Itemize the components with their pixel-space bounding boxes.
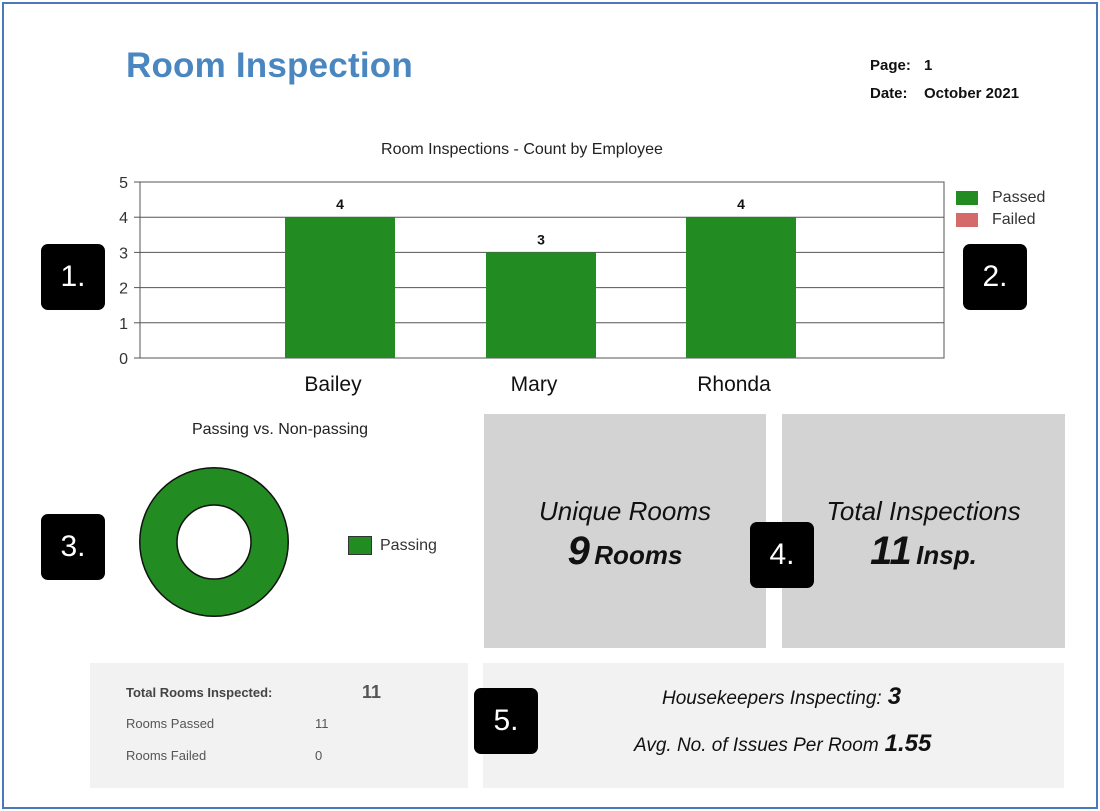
callout-badge-3: 3.: [41, 514, 105, 580]
unique-rooms-label: Unique Rooms: [539, 496, 711, 526]
housekeepers-value: 3: [887, 683, 902, 710]
report-date: October 2021: [924, 85, 1020, 102]
housekeeping-summary-panel: Housekeepers Inspecting: 3 Avg. No. of Is…: [483, 663, 1064, 788]
callout-badge-2: 2.: [963, 244, 1027, 310]
rooms-failed-value: 0: [315, 748, 323, 763]
unique-rooms-unit: Rooms: [594, 540, 683, 570]
unique-rooms-value: 9 Rooms: [484, 529, 766, 574]
page-meta: Page: 1 Date: October 2021: [870, 52, 1019, 108]
callout-badge-5: 5.: [474, 688, 538, 754]
legend-label-passed: Passed: [992, 189, 1046, 206]
legend-label-failed: Failed: [992, 211, 1036, 228]
total-inspections-number: 11: [870, 529, 912, 573]
callout-badge-1: 1.: [41, 244, 105, 310]
legend-item-failed: Failed: [956, 209, 1045, 231]
rooms-passed-label: Rooms Passed: [126, 716, 215, 731]
total-rooms-value: 11: [362, 682, 382, 702]
total-rooms-label: Total Rooms Inspected:: [126, 685, 273, 700]
pie-legend: Passing: [348, 536, 437, 555]
total-inspections-unit: Insp.: [916, 540, 977, 570]
pie-chart-title: Passing vs. Non-passing: [191, 421, 369, 438]
bar-chart-legend: Passed Failed: [956, 187, 1045, 231]
page-label: Page:: [870, 57, 911, 74]
passing-donut-chart: [139, 467, 289, 617]
total-inspections-value: 11 Insp.: [782, 529, 1065, 574]
page-title: Room Inspection: [126, 46, 413, 85]
legend-item-passed: Passed: [956, 187, 1045, 209]
passed-swatch: [956, 191, 978, 205]
donut-slice-passing: [140, 468, 288, 616]
avg-issues-label: Avg. No. of Issues Per Room: [634, 735, 879, 756]
donut-hole: [176, 504, 252, 580]
unique-rooms-number: 9: [567, 529, 590, 573]
legend-label-passing: Passing: [380, 536, 437, 554]
callout-badge-4: 4.: [750, 522, 814, 588]
avg-issues-value: 1.55: [884, 730, 932, 757]
date-label: Date:: [870, 85, 908, 102]
donut-outer-edge: [139, 467, 289, 617]
rooms-failed-label: Rooms Failed: [126, 748, 207, 763]
housekeepers-row: Housekeepers Inspecting: 3: [662, 683, 901, 711]
unique-rooms-card: Unique Rooms 9 Rooms: [484, 414, 766, 648]
avg-issues-row: Avg. No. of Issues Per Room 1.55: [634, 730, 931, 758]
room-stats-panel: Total Rooms Inspected: 11 Rooms Passed 1…: [90, 663, 468, 788]
page-number: 1: [924, 57, 933, 74]
passing-swatch: [348, 536, 372, 555]
total-inspections-label: Total Inspections: [826, 496, 1021, 526]
failed-swatch: [956, 213, 978, 227]
total-inspections-card: Total Inspections 11 Insp.: [782, 414, 1065, 648]
rooms-passed-value: 11: [315, 716, 329, 731]
bar-chart-title: Room Inspections - Count by Employee: [381, 141, 663, 158]
housekeepers-label: Housekeepers Inspecting:: [662, 688, 882, 709]
